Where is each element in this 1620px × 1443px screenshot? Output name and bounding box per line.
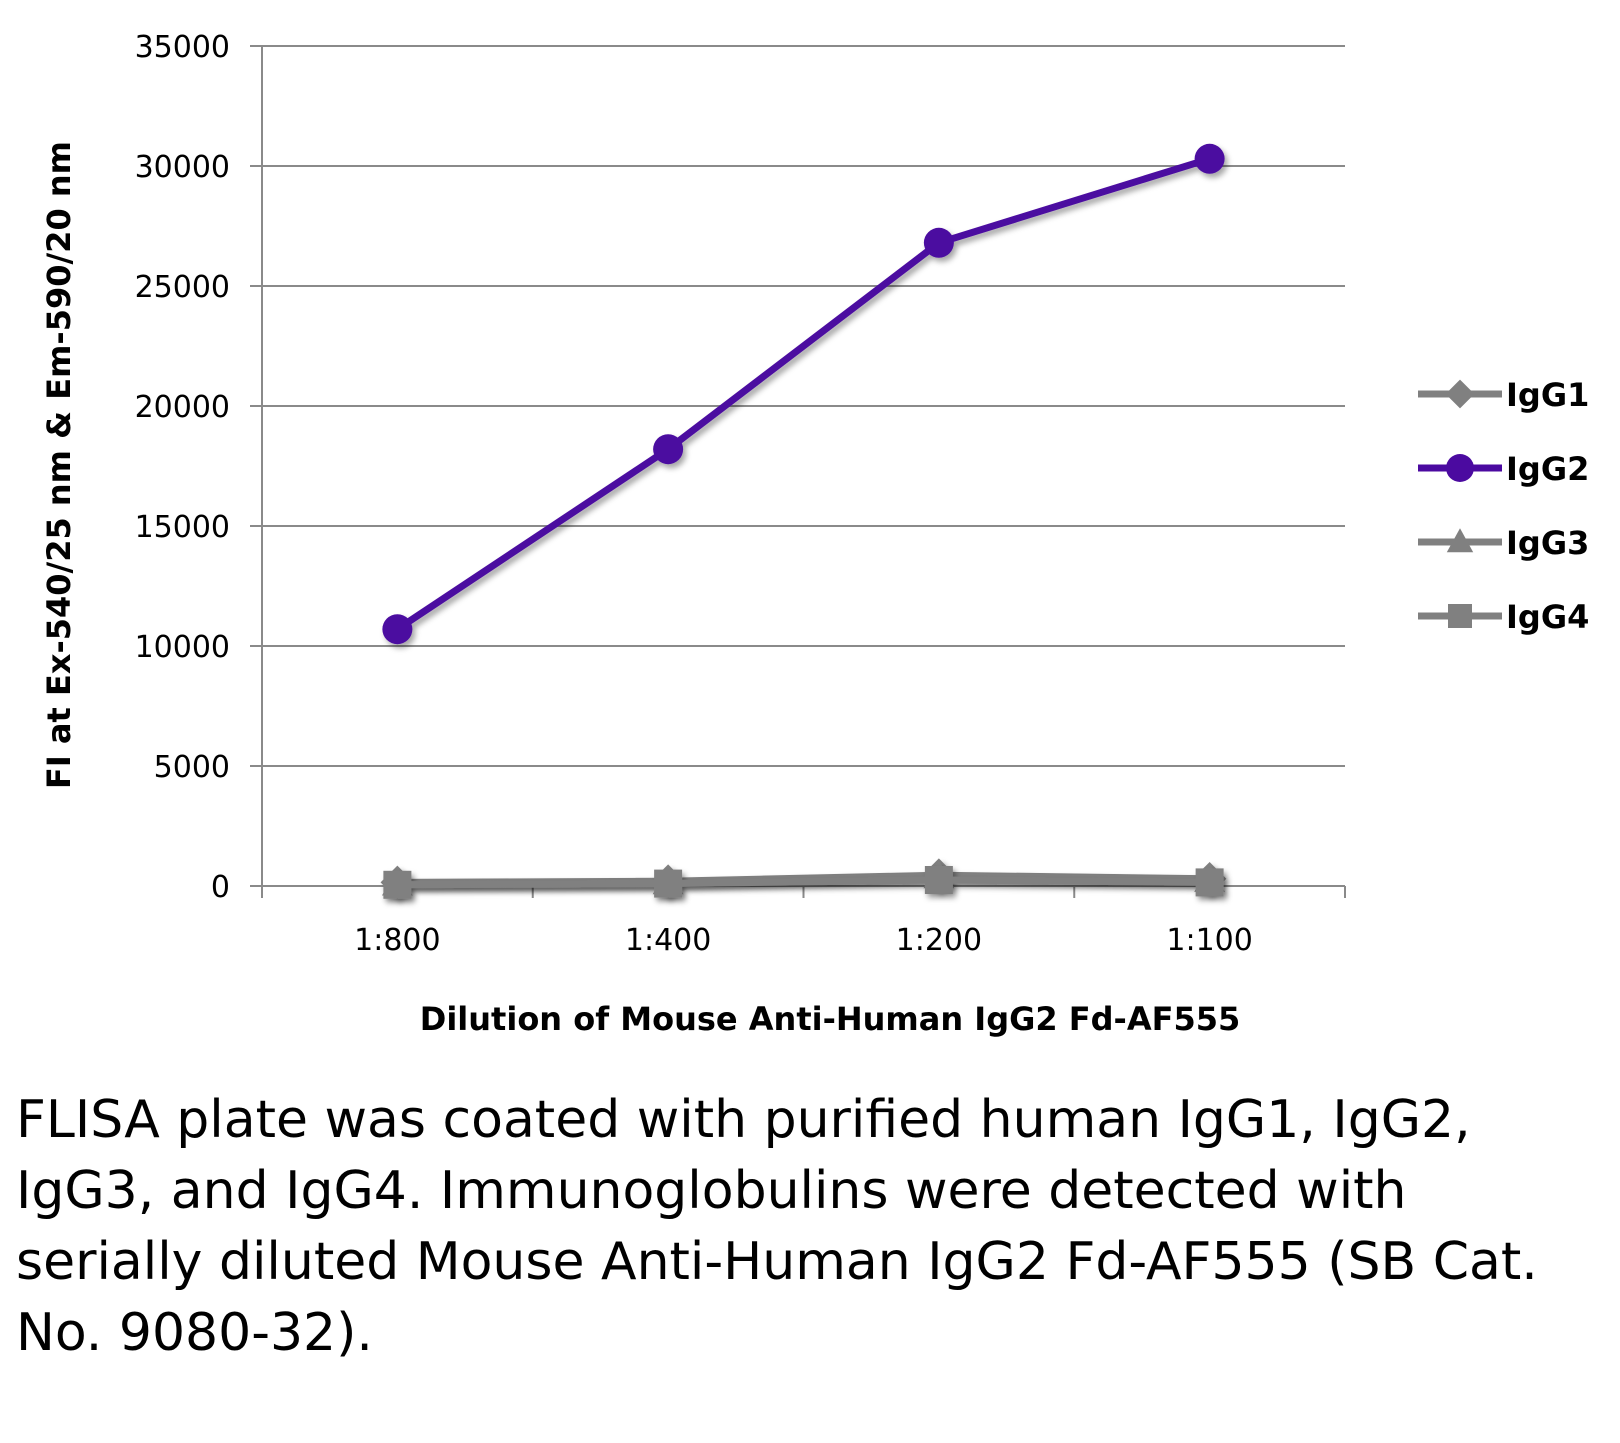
data-point bbox=[654, 869, 683, 898]
series-line bbox=[395, 155, 1211, 633]
y-tick-label: 10000 bbox=[135, 630, 230, 665]
x-tick-label: 1:100 bbox=[1166, 923, 1252, 958]
series-lines bbox=[380, 143, 1227, 900]
x-tick-label: 1:800 bbox=[354, 923, 440, 958]
x-tick-labels: 1:800 1:400 1:200 1:100 bbox=[354, 923, 1253, 958]
series-igg2 bbox=[382, 143, 1225, 645]
data-point bbox=[653, 434, 684, 465]
data-point bbox=[923, 227, 954, 258]
data-point bbox=[1195, 868, 1224, 897]
series-line bbox=[397, 876, 1210, 889]
y-tick-label: 25000 bbox=[135, 270, 230, 305]
legend-label: IgG3 bbox=[1506, 524, 1589, 562]
legend-item-igg1: IgG1 bbox=[1418, 376, 1589, 414]
legend-item-igg2: IgG2 bbox=[1418, 450, 1589, 488]
y-tick-label: 35000 bbox=[135, 30, 230, 65]
legend-label: IgG4 bbox=[1506, 598, 1589, 636]
data-point bbox=[924, 866, 953, 894]
y-tick-label: 15000 bbox=[135, 510, 230, 545]
line-chart: 0 5000 10000 15000 20000 25000 30000 35000 1:80… bbox=[40, 30, 1589, 1038]
series-igg4 bbox=[383, 866, 1224, 899]
x-axis-title: Dilution of Mouse Anti-Human IgG2 Fd-AF5… bbox=[420, 1000, 1240, 1038]
y-tick-labels: 0 5000 10000 15000 20000 25000 30000 35000 bbox=[135, 30, 230, 905]
x-tick-label: 1:200 bbox=[896, 923, 982, 958]
data-point bbox=[1194, 143, 1225, 174]
legend: IgG1 IgG2 IgG3 IgG4 bbox=[1418, 376, 1589, 636]
legend-marker bbox=[1445, 379, 1475, 409]
legend-marker bbox=[1448, 604, 1472, 628]
figure-caption: FLISA plate was coated with purified hum… bbox=[16, 1090, 1538, 1363]
legend-marker bbox=[1446, 528, 1474, 553]
gridlines bbox=[262, 45, 1345, 767]
legend-marker bbox=[1446, 454, 1474, 482]
y-tick-label: 30000 bbox=[135, 150, 230, 185]
data-point bbox=[383, 870, 412, 899]
axes bbox=[250, 45, 1346, 898]
legend-item-igg4: IgG4 bbox=[1418, 598, 1589, 636]
y-tick-label: 0 bbox=[211, 870, 230, 905]
x-tick-label: 1:400 bbox=[625, 923, 711, 958]
y-tick-label: 20000 bbox=[135, 390, 230, 425]
legend-item-igg3: IgG3 bbox=[1418, 524, 1589, 562]
data-point bbox=[382, 614, 413, 645]
y-tick-label: 5000 bbox=[154, 750, 230, 785]
legend-label: IgG2 bbox=[1506, 450, 1589, 488]
y-axis-title: FI at Ex-540/25 nm & Em-590/20 nm bbox=[40, 141, 78, 789]
legend-label: IgG1 bbox=[1506, 376, 1589, 414]
